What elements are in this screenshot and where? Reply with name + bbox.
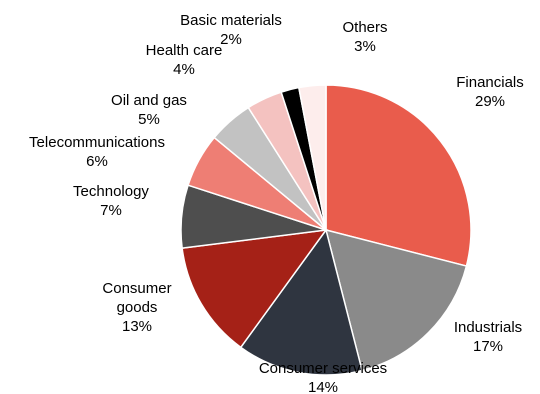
slice-value-label: 29% <box>475 93 505 110</box>
slice-value-label: 2% <box>220 31 242 48</box>
slice-category-label: Industrials <box>454 319 522 336</box>
slice-category-label: Consumer <box>102 280 171 297</box>
slice-category-label: Financials <box>456 74 524 91</box>
slice-category-label: Health care <box>146 42 223 59</box>
slice-value-label: 4% <box>173 61 195 78</box>
pie-slice-financials <box>325 84 472 267</box>
slice-label-oil-and-gas: Oil and gas 5% <box>111 92 187 128</box>
slice-label-industrials: Industrials 17% <box>454 319 522 355</box>
slice-value-label: 17% <box>473 338 503 355</box>
slice-label-telecommunications: Telecommunications 6% <box>29 134 165 170</box>
pie-slice-consumer-services <box>239 228 363 376</box>
slice-label-basic-materials: Basic materials 2% <box>180 12 282 48</box>
pie-slices <box>180 84 472 376</box>
slice-label-consumer-goods: Consumer goods 13% <box>102 280 171 335</box>
pie-slice-consumer-goods <box>181 229 328 349</box>
slice-category-label: Basic materials <box>180 12 282 29</box>
slice-value-label: 7% <box>100 202 122 219</box>
slice-value-label: 6% <box>86 153 108 170</box>
slice-label-health-care: Health care 4% <box>146 42 223 78</box>
slice-value-label: 14% <box>308 379 338 394</box>
slice-category-label: goods <box>117 299 158 316</box>
pie-slice-others <box>297 84 327 231</box>
slice-value-label: 13% <box>122 318 152 335</box>
slice-category-label: Consumer services <box>259 360 387 377</box>
pie-slice-industrials <box>324 228 468 372</box>
slice-label-others: Others 3% <box>342 19 387 55</box>
slice-category-label: Telecommunications <box>29 134 165 151</box>
slice-category-label: Technology <box>73 183 149 200</box>
slice-value-label: 3% <box>354 38 376 55</box>
slice-category-label: Oil and gas <box>111 92 187 109</box>
slice-category-label: Others <box>342 19 387 36</box>
slice-labels: Financials 29% Industrials 17% Consumer serv… <box>29 12 524 394</box>
slice-value-label: 5% <box>138 111 160 128</box>
slice-label-financials: Financials 29% <box>456 74 524 110</box>
slice-label-consumer-services: Consumer services 14% <box>259 360 387 394</box>
slice-label-technology: Technology 7% <box>73 183 149 219</box>
